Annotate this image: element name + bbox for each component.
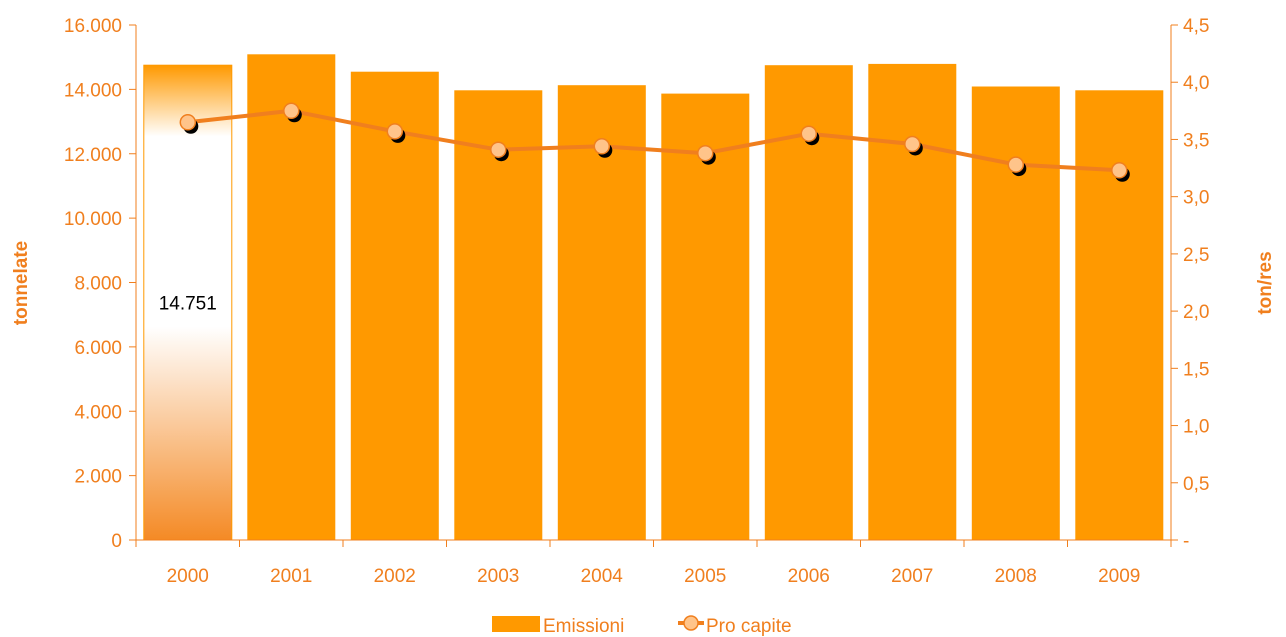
x-tick-label: 2002	[374, 566, 416, 587]
y2-tick-label: 2,0	[1183, 302, 1209, 323]
y-tick-label: 16.000	[64, 16, 122, 37]
x-tick-label: 2001	[270, 566, 312, 587]
point-2001	[283, 102, 300, 120]
y2-axis-title: ton/res	[1255, 251, 1276, 314]
y2-tick-label: 4,5	[1183, 16, 1209, 37]
legend: Emissioni Pro capite	[492, 615, 792, 637]
point-2007	[904, 135, 921, 153]
y-tick-label: 8.000	[74, 274, 122, 295]
bar-2004	[557, 85, 646, 540]
y2-tick-label: 3,5	[1183, 130, 1209, 151]
legend-swatch-marker	[683, 615, 699, 631]
bar-2000	[143, 64, 233, 541]
x-tick-label: 2007	[891, 566, 933, 587]
line-layer	[179, 102, 1130, 182]
y-tick-label: 4.000	[74, 402, 122, 423]
x-tick-label: 2009	[1098, 566, 1140, 587]
y2-tick-label: 3,0	[1183, 188, 1209, 209]
y2-tick-label: 1,5	[1183, 359, 1209, 380]
bar-2008	[971, 86, 1060, 540]
y2-tick-label: 2,5	[1183, 245, 1209, 266]
y-tick-label: 10.000	[64, 209, 122, 230]
y-tick-label: 2.000	[74, 467, 122, 488]
y2-tick-label: 1,0	[1183, 417, 1209, 438]
point-2008	[1007, 156, 1025, 173]
ticks-layer: 0 2.000 4.000 6.000 8.000 10.000 12.000 14.000 1…	[64, 16, 1210, 587]
point-2006	[800, 125, 818, 142]
x-tick-label: 2004	[581, 566, 624, 587]
y-tick-label: 12.000	[64, 145, 122, 166]
bar-2009	[1075, 90, 1164, 541]
bar-2007	[868, 63, 957, 541]
y-tick-label: 6.000	[74, 338, 122, 359]
legend-label-emissioni: Emissioni	[543, 616, 624, 637]
x-tick-label: 2008	[995, 566, 1037, 587]
y-axis-title: tonnelate	[11, 241, 32, 325]
y2-tick-label: 0,5	[1183, 474, 1209, 495]
x-tick-label: 2006	[788, 566, 830, 587]
point-2000	[179, 114, 197, 131]
x-tick-label: 2005	[684, 566, 726, 587]
point-2004	[593, 138, 611, 155]
labels-layer: 14.751	[159, 294, 217, 315]
point-2009	[1111, 162, 1128, 179]
bar-2003	[454, 90, 543, 541]
y-tick-label: 14.000	[64, 80, 122, 101]
bar-2002	[350, 71, 439, 540]
bar-2001	[247, 54, 336, 541]
x-tick-label: 2000	[167, 566, 209, 587]
point-2003	[490, 141, 507, 158]
point-2005	[697, 144, 714, 162]
bar-2005	[661, 93, 750, 540]
legend-swatch-emissioni	[492, 616, 540, 632]
data-label-2000: 14.751	[159, 294, 217, 315]
line-pro-capite	[187, 108, 1120, 173]
y2-tick-label: 4,0	[1183, 73, 1209, 94]
y-tick-label: 0	[111, 531, 122, 552]
point-2002	[386, 123, 404, 140]
y2-tick-label: -	[1183, 531, 1189, 552]
bars-layer	[143, 54, 1164, 541]
x-tick-label: 2003	[477, 566, 519, 587]
legend-label-pro-capite: Pro capite	[706, 616, 792, 637]
